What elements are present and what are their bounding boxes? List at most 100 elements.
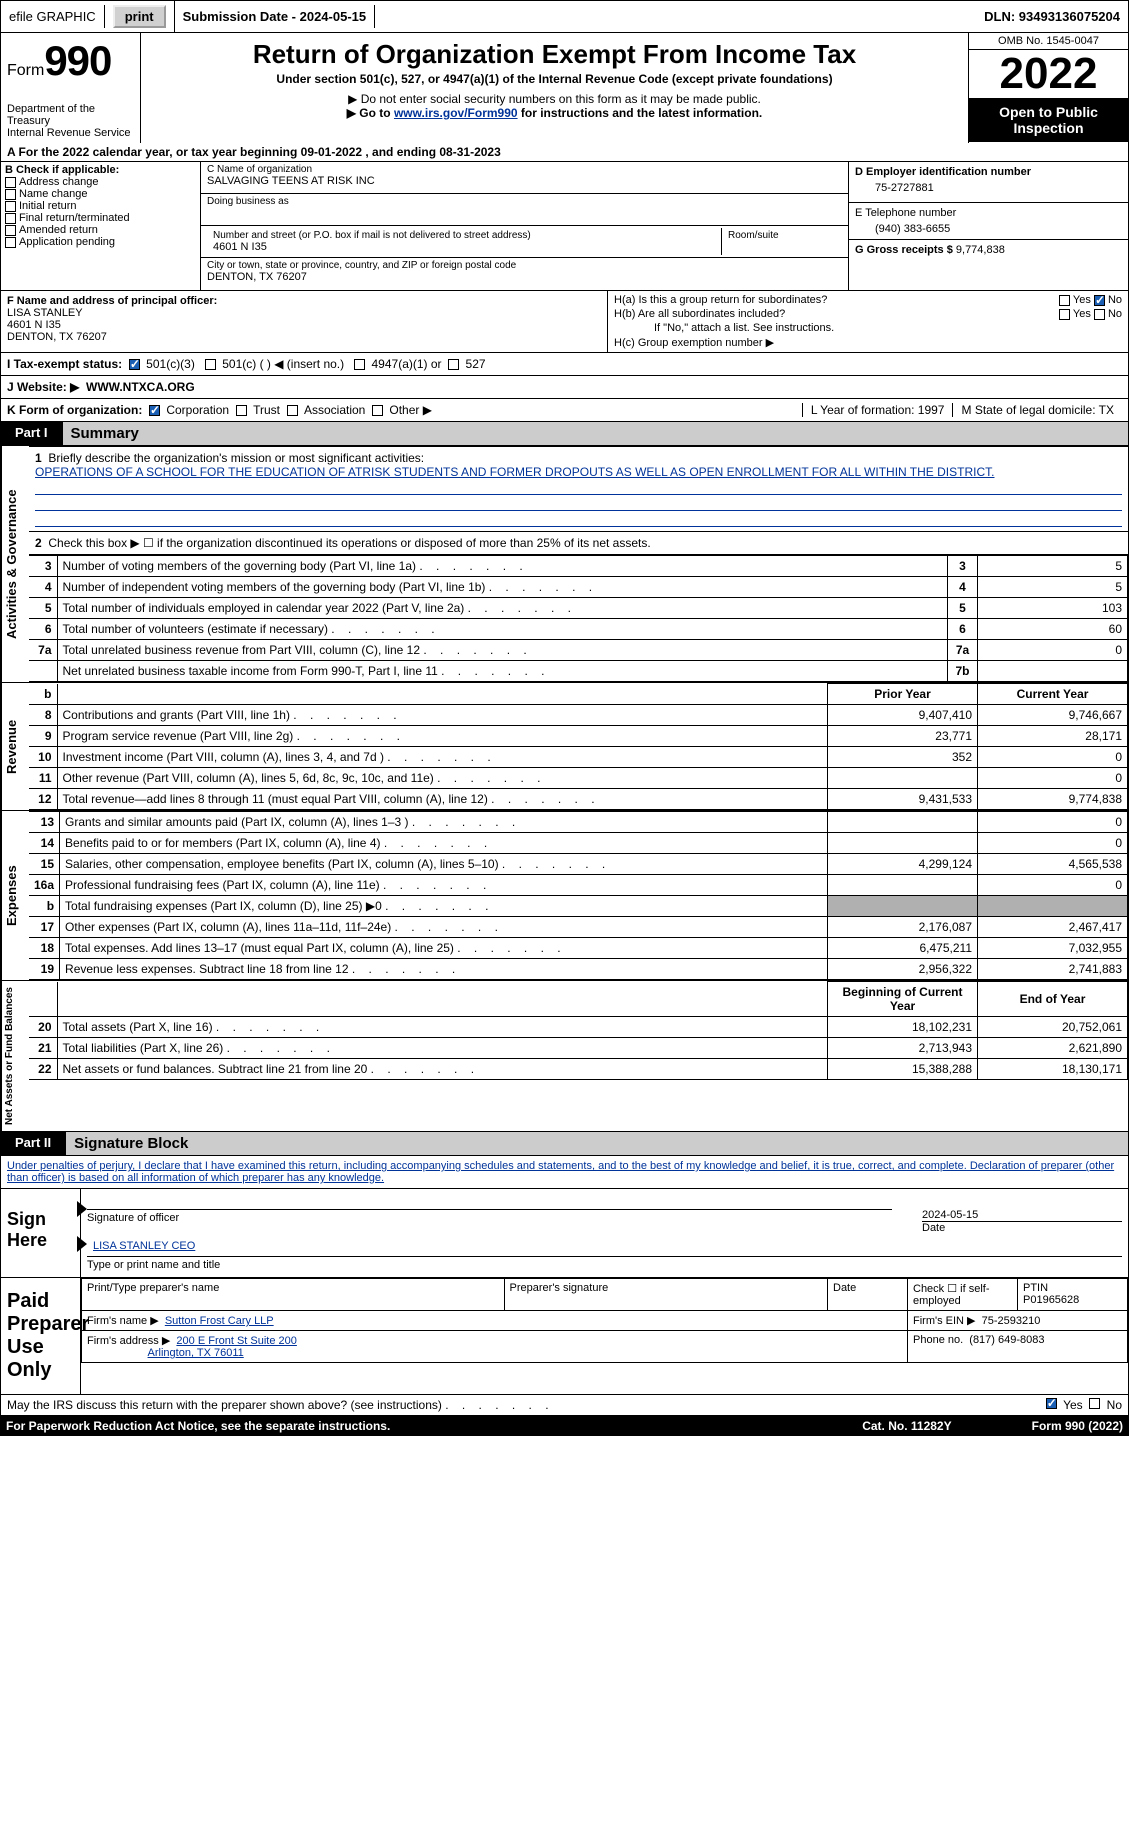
netassets-block: Net Assets or Fund Balances Beginning of… — [0, 981, 1129, 1132]
discuss-yes[interactable] — [1046, 1398, 1057, 1409]
row-i-status: I Tax-exempt status: 501(c)(3) 501(c) ( … — [0, 353, 1129, 376]
prep-selfemp: Check ☐ if self-employed — [908, 1279, 1018, 1311]
sig-date-value: 2024-05-15 — [922, 1209, 1122, 1222]
irs-link[interactable]: www.irs.gov/Form990 — [394, 106, 518, 120]
cb-501c3[interactable] — [129, 359, 140, 370]
addr-block: Number and street (or P.O. box if mail i… — [201, 226, 848, 258]
table-row: 11Other revenue (Part VIII, column (A), … — [29, 768, 1128, 789]
cb-501c[interactable] — [205, 359, 216, 370]
arrow-icon — [77, 1201, 87, 1217]
end-year-hdr: End of Year — [978, 982, 1128, 1017]
sig-officer-line — [87, 1209, 892, 1210]
paperwork-notice: For Paperwork Reduction Act Notice, see … — [6, 1419, 862, 1433]
cb-trust[interactable] — [236, 405, 247, 416]
table-row: 22Net assets or fund balances. Subtract … — [29, 1059, 1128, 1080]
ha-yes[interactable] — [1059, 295, 1070, 306]
col-c-org: C Name of organization SALVAGING TEENS A… — [201, 162, 848, 290]
hb-no[interactable] — [1094, 309, 1105, 320]
b-label: B Check if applicable: — [5, 164, 196, 176]
firm-addr-cell: Firm's address ▶ 200 E Front St Suite 20… — [82, 1331, 908, 1363]
col-h-group: H(a) Is this a group return for subordin… — [608, 291, 1128, 352]
row-a-period: A For the 2022 calendar year, or tax yea… — [0, 143, 1129, 162]
print-cell: print — [105, 1, 175, 32]
cb-corporation[interactable] — [149, 405, 160, 416]
table-row: 6Total number of volunteers (estimate if… — [29, 619, 1128, 640]
omb-number: OMB No. 1545-0047 — [969, 33, 1128, 50]
section-fh: F Name and address of principal officer:… — [0, 291, 1129, 353]
cb-address-change[interactable]: Address change — [5, 176, 196, 188]
activities-governance-block: Activities & Governance 1 Briefly descri… — [0, 446, 1129, 683]
cb-name-change[interactable]: Name change — [5, 188, 196, 200]
mission-text[interactable]: OPERATIONS OF A SCHOOL FOR THE EDUCATION… — [35, 465, 994, 479]
expenses-block: Expenses 13Grants and similar amounts pa… — [0, 811, 1129, 981]
print-button[interactable]: print — [113, 5, 166, 28]
table-row: bTotal fundraising expenses (Part IX, co… — [29, 896, 1128, 917]
cb-other[interactable] — [372, 405, 383, 416]
header-left: Form990 Department of the Treasury Inter… — [1, 33, 141, 143]
table-row: 12Total revenue—add lines 8 through 11 (… — [29, 789, 1128, 810]
city-block: City or town, state or province, country… — [201, 258, 848, 290]
col-b-checkboxes: B Check if applicable: Address change Na… — [1, 162, 201, 290]
org-street: 4601 N I35 — [213, 241, 715, 253]
cb-initial-return[interactable]: Initial return — [5, 200, 196, 212]
firm-phone-cell: Phone no. (817) 649-8083 — [908, 1331, 1128, 1363]
table-row: 18Total expenses. Add lines 13–17 (must … — [29, 938, 1128, 959]
hb-yes[interactable] — [1059, 309, 1070, 320]
cb-4947[interactable] — [354, 359, 365, 370]
table-row: 4Number of independent voting members of… — [29, 577, 1128, 598]
cb-final-return[interactable]: Final return/terminated — [5, 212, 196, 224]
cb-amended-return[interactable]: Amended return — [5, 224, 196, 236]
ptin-cell: PTIN P01965628 — [1018, 1279, 1128, 1311]
part-ii-header: Part II Signature Block — [0, 1132, 1129, 1156]
expenses-table: 13Grants and similar amounts paid (Part … — [29, 811, 1128, 980]
na-header-row: Beginning of Current Year End of Year — [29, 982, 1128, 1017]
col-f-officer: F Name and address of principal officer:… — [1, 291, 608, 352]
preparer-table: Print/Type preparer's name Preparer's si… — [81, 1278, 1128, 1363]
vlabel-netassets: Net Assets or Fund Balances — [1, 981, 29, 1131]
org-name: SALVAGING TEENS AT RISK INC — [207, 175, 842, 187]
blank-line-1 — [35, 479, 1122, 495]
table-row: 5Total number of individuals employed in… — [29, 598, 1128, 619]
blank-line-3 — [35, 511, 1122, 527]
sign-here-label: Sign Here — [1, 1189, 81, 1277]
header-right: OMB No. 1545-0047 2022 Open to Public In… — [968, 33, 1128, 143]
table-row: 19Revenue less expenses. Subtract line 1… — [29, 959, 1128, 980]
rev-header-row: b Prior Year Current Year — [29, 684, 1128, 705]
paid-preparer-body: Print/Type preparer's name Preparer's si… — [81, 1278, 1128, 1394]
netassets-body: Beginning of Current Year End of Year 20… — [29, 981, 1128, 1131]
sig-officer-label: Signature of officer — [87, 1212, 892, 1224]
firm-name[interactable]: Sutton Frost Cary LLP — [165, 1315, 274, 1327]
cb-527[interactable] — [448, 359, 459, 370]
row-j-website: J Website: ▶ WWW.NTXCA.ORG — [0, 376, 1129, 399]
org-name-block: C Name of organization SALVAGING TEENS A… — [201, 162, 848, 194]
submission-date: Submission Date - 2024-05-15 — [175, 5, 376, 28]
discuss-no[interactable] — [1089, 1398, 1100, 1409]
current-year-hdr: Current Year — [978, 684, 1128, 705]
topbar: efile GRAPHIC print Submission Date - 20… — [0, 0, 1129, 33]
firm-name-cell: Firm's name ▶ Sutton Frost Cary LLP — [82, 1311, 908, 1331]
firm-ein-cell: Firm's EIN ▶ 75-2593210 — [908, 1311, 1128, 1331]
part-ii-badge: Part II — [1, 1132, 65, 1155]
paid-preparer-label: Paid Preparer Use Only — [1, 1278, 81, 1394]
part-i-badge: Part I — [1, 422, 62, 445]
table-row: 9Program service revenue (Part VIII, lin… — [29, 726, 1128, 747]
dept-treasury: Department of the Treasury Internal Reve… — [7, 103, 134, 139]
dln: DLN: 93493136075204 — [976, 5, 1128, 28]
phone-value: (940) 383-6655 — [855, 219, 1122, 235]
phone-block: E Telephone number (940) 383-6655 — [849, 203, 1128, 240]
cb-association[interactable] — [287, 405, 298, 416]
discuss-row: May the IRS discuss this return with the… — [0, 1395, 1129, 1416]
open-to-public: Open to Public Inspection — [969, 98, 1128, 142]
paid-preparer-block: Paid Preparer Use Only Print/Type prepar… — [0, 1278, 1129, 1395]
form-subtitle: Under section 501(c), 527, or 4947(a)(1)… — [149, 72, 960, 86]
sig-name-line: LISA STANLEY CEO — [87, 1244, 1122, 1257]
cb-application-pending[interactable]: Application pending — [5, 236, 196, 248]
note-ssn: ▶ Do not enter social security numbers o… — [149, 92, 960, 106]
table-row: 7aTotal unrelated business revenue from … — [29, 640, 1128, 661]
ha-no[interactable] — [1094, 295, 1105, 306]
h-c-row: H(c) Group exemption number ▶ — [614, 335, 1122, 350]
begin-year-hdr: Beginning of Current Year — [828, 982, 978, 1017]
vlabel-expenses: Expenses — [1, 811, 29, 980]
revenue-block: Revenue b Prior Year Current Year 8Contr… — [0, 683, 1129, 811]
expenses-body: 13Grants and similar amounts paid (Part … — [29, 811, 1128, 980]
